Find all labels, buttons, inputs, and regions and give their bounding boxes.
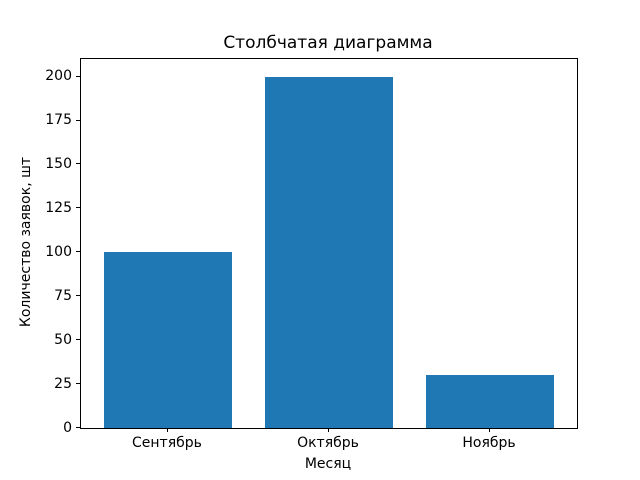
- y-tick-mark: [76, 251, 80, 253]
- y-tick-label: 175: [45, 112, 72, 128]
- chart-title: Столбчатая диаграмма: [223, 33, 433, 53]
- x-tick-mark: [489, 428, 491, 432]
- x-tick-label: Октябрь: [297, 435, 359, 451]
- y-tick-label: 0: [63, 419, 72, 436]
- bar-0: [103, 252, 233, 428]
- y-tick-mark: [76, 207, 80, 209]
- x-tick-label: Ноябрь: [462, 435, 516, 451]
- y-tick-label: 100: [45, 243, 72, 260]
- y-tick-label: 25: [54, 375, 72, 392]
- x-tick-mark: [166, 428, 168, 432]
- y-tick-label: 125: [45, 199, 72, 216]
- x-tick-mark: [328, 428, 329, 432]
- y-tick-mark: [76, 119, 80, 121]
- plot-area: [80, 58, 578, 429]
- y-tick-mark: [76, 339, 80, 341]
- y-tick-label: 200: [45, 68, 72, 85]
- y-tick-label: 75: [54, 287, 72, 304]
- y-tick-mark: [76, 163, 80, 165]
- y-tick-label: 50: [54, 331, 72, 348]
- y-tick-mark: [76, 383, 80, 385]
- x-axis-label: Месяц: [304, 456, 352, 472]
- y-tick-mark: [76, 75, 80, 77]
- x-tick-label: Сентябрь: [132, 435, 202, 451]
- bar-2: [425, 375, 555, 428]
- y-tick-label: 150: [45, 155, 72, 172]
- y-tick-mark: [76, 295, 80, 297]
- y-tick-mark: [76, 427, 80, 428]
- bar-1: [264, 76, 394, 428]
